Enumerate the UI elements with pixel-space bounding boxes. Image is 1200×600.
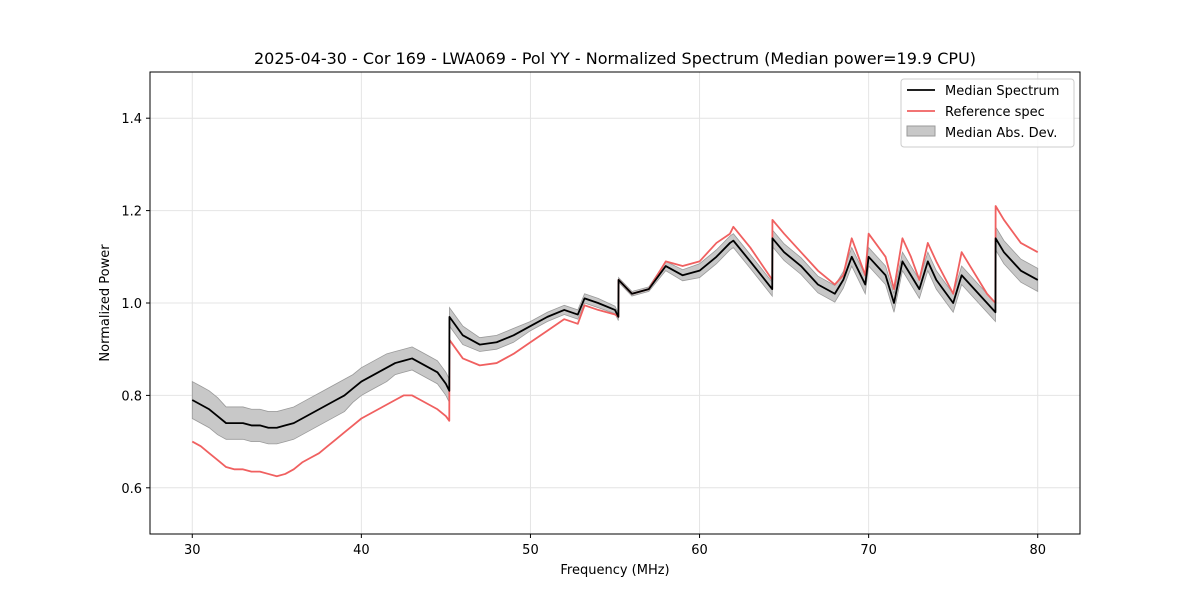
x-tick-label: 30 [184,543,201,558]
legend-reference-label: Reference spec [945,105,1045,120]
median-spectrum-line [191,237,1039,429]
x-tick-label: 40 [353,543,370,558]
mad-band [191,225,1039,445]
legend-mad-label: Median Abs. Dev. [945,126,1057,141]
reference-spectrum-line [191,205,1039,478]
y-tick-label: 0.6 [121,482,142,497]
y-axis-label: Normalized Power [98,244,113,362]
x-axis: 30 40 50 60 70 80 [184,534,1046,558]
legend-box [900,78,1075,148]
x-tick-label: 80 [1029,543,1046,558]
legend-median-label: Median Spectrum [945,84,1059,99]
chart-title: 2025-04-30 - Cor 169 - LWA069 - Pol YY -… [254,49,976,68]
y-tick-label: 1.0 [121,297,142,312]
x-tick-label: 70 [860,543,877,558]
legend: Median Spectrum Reference spec Median Ab… [900,78,1075,148]
x-axis-label: Frequency (MHz) [560,563,669,578]
plot-area [191,205,1039,478]
y-tick-label: 0.8 [121,389,142,404]
legend-mad-swatch [906,125,936,137]
y-tick-label: 1.2 [121,205,142,220]
x-tick-label: 60 [691,543,708,558]
y-axis: 0.6 0.8 1.0 1.2 1.4 [121,112,150,497]
y-tick-label: 1.4 [121,112,142,127]
x-tick-label: 50 [522,543,539,558]
